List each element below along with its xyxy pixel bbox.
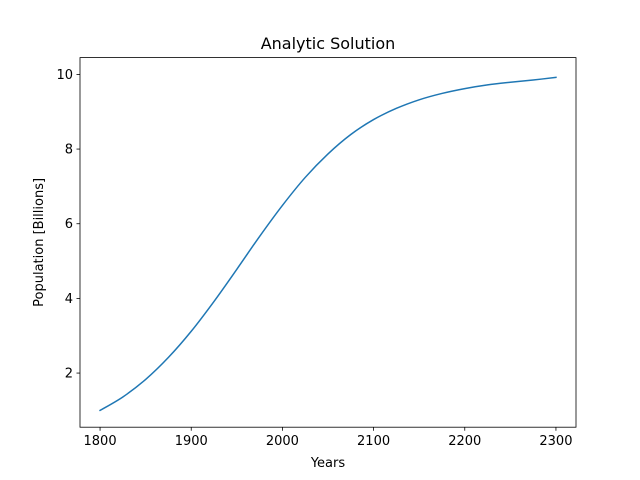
x-tick-label: 2300 [539, 434, 572, 449]
plot-background [80, 57, 576, 428]
x-tick-label: 1900 [175, 434, 208, 449]
series-line [99, 76, 557, 412]
y-tick-label: 8 [65, 143, 73, 158]
plot-frame [79, 57, 577, 428]
y-axis-label: Population [Billions] [32, 178, 47, 307]
x-axis-label: Years [310, 456, 346, 471]
x-tick-label: 2000 [266, 434, 299, 449]
y-tick-label: 6 [65, 217, 73, 232]
x-tick-label: 2100 [357, 434, 390, 449]
y-tick-label: 10 [56, 68, 73, 83]
y-axis: 2 4 6 8 10 [56, 68, 80, 382]
x-axis: 1800 1900 2000 2100 2200 2300 [84, 427, 572, 449]
x-tick-label: 2200 [448, 434, 481, 449]
y-tick-label: 4 [65, 292, 73, 307]
x-tick-label: 1800 [84, 434, 117, 449]
y-tick-label: 2 [65, 367, 73, 382]
series-layer [99, 76, 557, 412]
chart-title: Analytic Solution [261, 34, 396, 53]
